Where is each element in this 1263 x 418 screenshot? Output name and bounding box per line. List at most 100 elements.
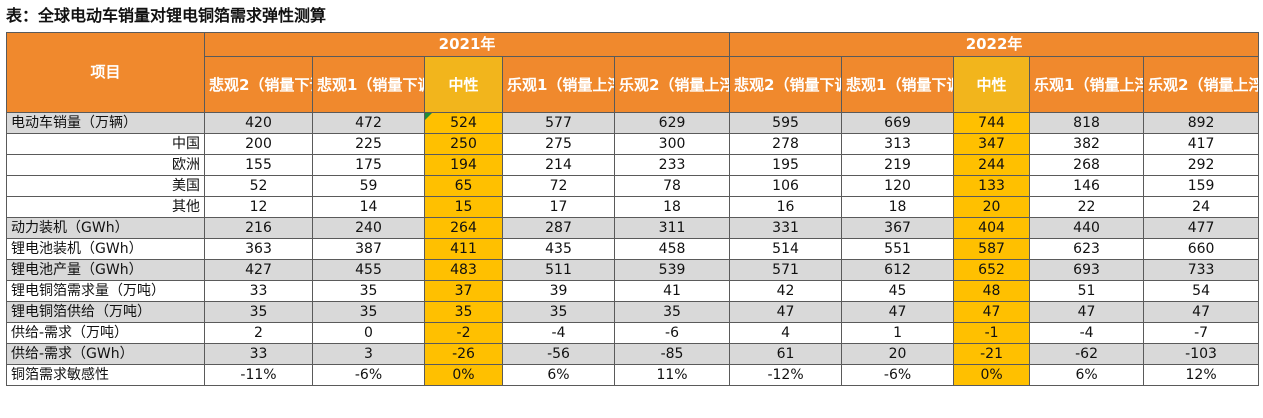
table-cell: -85 [613, 343, 731, 365]
row-label: 其他 [6, 196, 205, 218]
table-cell: 404 [953, 217, 1031, 239]
table-cell: 240 [312, 217, 425, 239]
table-cell: 106 [729, 175, 843, 197]
table-cell: 48 [953, 280, 1031, 302]
table-cell: 387 [312, 238, 425, 260]
table-row: 锂电铜箔需求量（万吨） 33 35 37 39 41 42 45 48 51 54 [6, 280, 1260, 302]
table-cell: 587 [953, 238, 1031, 260]
table-cell: 477 [1143, 217, 1260, 239]
table-cell: 155 [204, 154, 313, 176]
table-cell: 744 [953, 112, 1031, 134]
table-cell: 311 [613, 217, 731, 239]
scenario-header: 中性 [953, 56, 1031, 113]
table-cell: 3 [312, 343, 425, 365]
table-cell: 0% [424, 364, 503, 386]
scenario-header: 乐观2（销量上浮20%） [1143, 56, 1260, 113]
table-cell: 287 [502, 217, 615, 239]
table-row: 锂电池产量（GWh） 427 455 483 511 539 571 612 652 693 733 [6, 259, 1260, 281]
header-item: 项目 [6, 32, 205, 113]
table-row: 中国 200 225 250 275 300 278 313 347 382 417 [6, 133, 1260, 155]
table-cell: 35 [312, 301, 425, 323]
table-cell: -26 [424, 343, 503, 365]
table-cell: 483 [424, 259, 503, 281]
table-cell: 59 [312, 175, 425, 197]
table-cell: 37 [424, 280, 503, 302]
table-cell: 577 [502, 112, 615, 134]
table-cell: -7 [1143, 322, 1260, 344]
table-cell: 612 [841, 259, 955, 281]
table-cell: -6 [613, 322, 731, 344]
table-cell: 47 [841, 301, 955, 323]
table-cell: -12% [729, 364, 843, 386]
table-cell: 2 [204, 322, 313, 344]
table-cell: 367 [841, 217, 955, 239]
table-cell: 18 [613, 196, 731, 218]
table-cell: 47 [953, 301, 1031, 323]
table-cell: 45 [841, 280, 955, 302]
row-label: 电动车销量（万辆） [6, 112, 205, 134]
table-cell: 22 [1029, 196, 1145, 218]
table-cell: -2 [424, 322, 503, 344]
scenario-header: 乐观1（销量上浮10%） [1029, 56, 1145, 113]
table-body: 电动车销量（万辆） 420 472 524 577 629 595 669 744 818 892 中… [6, 112, 1260, 386]
table-row: 锂电池装机（GWh） 363 387 411 435 458 514 551 587 623 660 [6, 238, 1260, 260]
table-title: 表：全球电动车销量对锂电铜箔需求弹性测算 [6, 6, 327, 25]
table-cell: 41 [613, 280, 731, 302]
scenario-header: 悲观1（销量下调10%） [841, 56, 955, 113]
table-cell: 300 [613, 133, 731, 155]
table-cell: 20 [953, 196, 1031, 218]
table-cell: 65 [424, 175, 503, 197]
table-cell: 539 [613, 259, 731, 281]
table-cell: 292 [1143, 154, 1260, 176]
table-cell: 551 [841, 238, 955, 260]
table-row: 美国 52 59 65 72 78 106 120 133 146 159 [6, 175, 1260, 197]
table-cell: 250 [424, 133, 503, 155]
table-cell: 225 [312, 133, 425, 155]
table-cell: -103 [1143, 343, 1260, 365]
table-cell: 17 [502, 196, 615, 218]
table-cell: 33 [204, 343, 313, 365]
table-cell: 159 [1143, 175, 1260, 197]
table-row: 锂电铜箔供给（万吨） 35 35 35 35 35 47 47 47 47 47 [6, 301, 1260, 323]
row-label: 锂电铜箔供给（万吨） [6, 301, 205, 323]
table-cell: 42 [729, 280, 843, 302]
table-cell: 0 [312, 322, 425, 344]
table-cell: 440 [1029, 217, 1145, 239]
table-cell: 35 [424, 301, 503, 323]
table-cell: 233 [613, 154, 731, 176]
table-row: 其他 12 14 15 17 18 16 18 20 22 24 [6, 196, 1260, 218]
table-cell: 652 [953, 259, 1031, 281]
table-cell: 72 [502, 175, 615, 197]
row-label: 动力装机（GWh） [6, 217, 205, 239]
table-cell: 52 [204, 175, 313, 197]
table-cell: 18 [841, 196, 955, 218]
table-cell: 595 [729, 112, 843, 134]
table-cell: 660 [1143, 238, 1260, 260]
table-cell: -4 [502, 322, 615, 344]
table-cell: 455 [312, 259, 425, 281]
table-row: 铜箔需求敏感性 -11% -6% 0% 6% 11% -12% -6% 0% 6% 12% [6, 364, 1260, 386]
table-cell: 6% [1029, 364, 1145, 386]
row-label: 供给-需求（GWh） [6, 343, 205, 365]
table-cell: 61 [729, 343, 843, 365]
table-cell: 24 [1143, 196, 1260, 218]
table-row: 动力装机（GWh） 216 240 264 287 311 331 367 404 440 477 [6, 217, 1260, 239]
table-cell: 146 [1029, 175, 1145, 197]
table-cell: 818 [1029, 112, 1145, 134]
table-cell: -6% [841, 364, 955, 386]
table-cell: -62 [1029, 343, 1145, 365]
table-cell: 472 [312, 112, 425, 134]
table-cell: -21 [953, 343, 1031, 365]
table-cell: 623 [1029, 238, 1145, 260]
table-cell: 313 [841, 133, 955, 155]
table-cell: 51 [1029, 280, 1145, 302]
table-cell: 268 [1029, 154, 1145, 176]
table-cell: 11% [613, 364, 731, 386]
table-cell: 195 [729, 154, 843, 176]
scenario-header: 中性 [424, 56, 503, 113]
table-cell: 417 [1143, 133, 1260, 155]
table-cell: -1 [953, 322, 1031, 344]
table-row: 电动车销量（万辆） 420 472 524 577 629 595 669 744 818 892 [6, 112, 1260, 134]
table-cell: -6% [312, 364, 425, 386]
table-cell: -4 [1029, 322, 1145, 344]
